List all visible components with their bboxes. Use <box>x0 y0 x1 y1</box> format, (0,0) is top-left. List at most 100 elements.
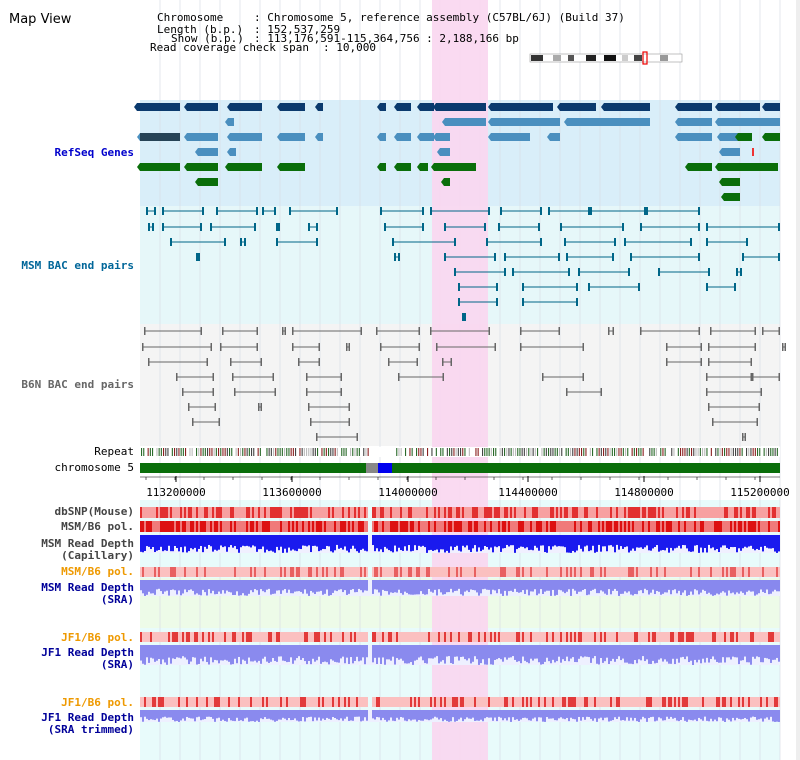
heat-cell <box>342 632 344 642</box>
repeat-mark <box>207 448 209 456</box>
repeat-mark <box>396 448 398 456</box>
depth-bar <box>424 710 426 720</box>
depth-bar <box>634 580 636 594</box>
heat-cell <box>458 697 460 707</box>
repeat-mark <box>625 448 627 456</box>
heat-cell <box>480 567 482 577</box>
heat-cell <box>244 521 246 532</box>
right-scroll-edge[interactable] <box>796 0 800 760</box>
heat-cell <box>336 507 338 518</box>
heat-cell <box>198 697 200 707</box>
depth-bar <box>348 710 350 721</box>
depth-bar <box>270 535 272 551</box>
heat-cell <box>764 567 766 577</box>
heat-cell <box>366 697 368 707</box>
heat-cell <box>314 567 316 577</box>
depth-bar <box>168 535 170 546</box>
depth-bar <box>326 710 328 718</box>
depth-bar <box>668 710 670 719</box>
heat-cell <box>630 697 632 707</box>
b6n-bac-track[interactable] <box>142 327 786 441</box>
heat-cell <box>364 632 366 642</box>
refseq-genes-track[interactable] <box>134 103 780 201</box>
depth-bar <box>686 645 688 657</box>
heat-cell <box>328 507 330 518</box>
chromosome-ideogram[interactable] <box>529 51 683 65</box>
depth-bar <box>306 645 308 665</box>
heat-cell <box>544 632 546 642</box>
heat-cell <box>674 521 676 532</box>
heat-cell <box>206 697 208 707</box>
heat-cell <box>640 567 642 577</box>
repeat-mark <box>616 448 618 456</box>
depth-bar <box>264 710 266 718</box>
depth-bar <box>650 645 652 664</box>
gene-arrow <box>377 103 380 111</box>
depth-bar <box>764 645 766 658</box>
depth-bar <box>198 645 200 664</box>
msm-read-sra-label-2: (SRA) <box>101 593 134 606</box>
depth-bar <box>704 710 706 717</box>
heat-cell <box>748 521 750 532</box>
heat-cell <box>704 521 706 532</box>
depth-bar <box>532 580 534 592</box>
repeat-mark <box>493 448 495 456</box>
depth-bar <box>560 710 562 718</box>
depth-bar <box>178 710 180 722</box>
depth-bar <box>626 710 628 718</box>
depth-bar <box>346 580 348 595</box>
depth-bar <box>526 710 528 719</box>
heat-cell <box>526 567 528 577</box>
depth-bar <box>724 645 726 663</box>
heat-cell <box>764 697 766 707</box>
heat-cell <box>352 521 354 532</box>
heat-cell <box>260 507 262 518</box>
bac-end <box>622 223 624 231</box>
depth-bar <box>760 535 762 547</box>
depth-bar <box>206 645 208 663</box>
heat-cell <box>324 632 326 642</box>
depth-bar <box>600 645 602 659</box>
repeat-mark <box>462 448 464 456</box>
heat-cell <box>648 632 650 642</box>
depth-bar <box>338 645 340 663</box>
depth-bar <box>492 710 494 721</box>
bac-end <box>512 268 514 276</box>
depth-bar <box>552 710 554 719</box>
heat-cell <box>264 507 266 518</box>
depth-bar <box>384 535 386 547</box>
depth-bar <box>210 645 212 658</box>
heat-cell <box>158 507 160 518</box>
heat-cell <box>660 632 662 642</box>
heat-cell <box>162 697 164 707</box>
heat-cell <box>740 697 742 707</box>
bac-end <box>698 207 700 215</box>
heat-cell <box>278 521 280 532</box>
heat-cell <box>292 521 294 532</box>
depth-bar <box>244 535 246 547</box>
heat-cell <box>550 507 552 518</box>
data-tracks[interactable] <box>140 507 780 722</box>
depth-bar <box>600 580 602 591</box>
heat-cell <box>154 632 156 642</box>
msm-bac-track[interactable] <box>146 207 780 321</box>
depth-bar <box>442 580 444 595</box>
heat-cell <box>502 697 504 707</box>
heat-cell <box>732 567 734 577</box>
heat-cell <box>448 521 450 532</box>
chromosome-bar[interactable] <box>140 463 780 473</box>
depth-bar <box>186 710 188 717</box>
depth-bar <box>176 580 178 595</box>
heat-cell <box>358 521 360 532</box>
depth-bar <box>512 580 514 592</box>
heat-cell <box>418 507 420 518</box>
depth-bar <box>588 580 590 595</box>
heat-cell <box>432 507 434 518</box>
repeat-track[interactable] <box>141 448 778 456</box>
heat-cell <box>630 567 632 577</box>
depth-bar <box>258 580 260 595</box>
heat-cell <box>574 521 576 532</box>
depth-bar <box>146 645 148 658</box>
heat-cell <box>174 697 176 707</box>
